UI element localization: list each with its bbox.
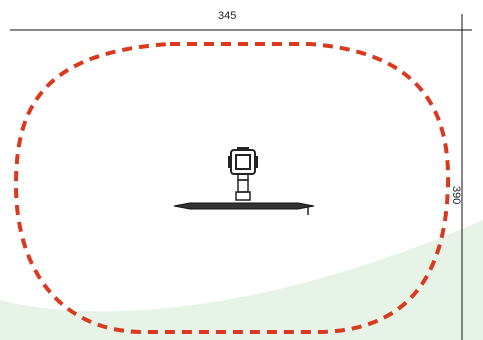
height-dimension-label: 390: [450, 186, 462, 205]
equipment-icon: [173, 147, 315, 215]
clearance-zone-outline: [13, 42, 451, 334]
width-dimension-label: 345: [218, 10, 237, 22]
ground-wave: [0, 220, 483, 340]
